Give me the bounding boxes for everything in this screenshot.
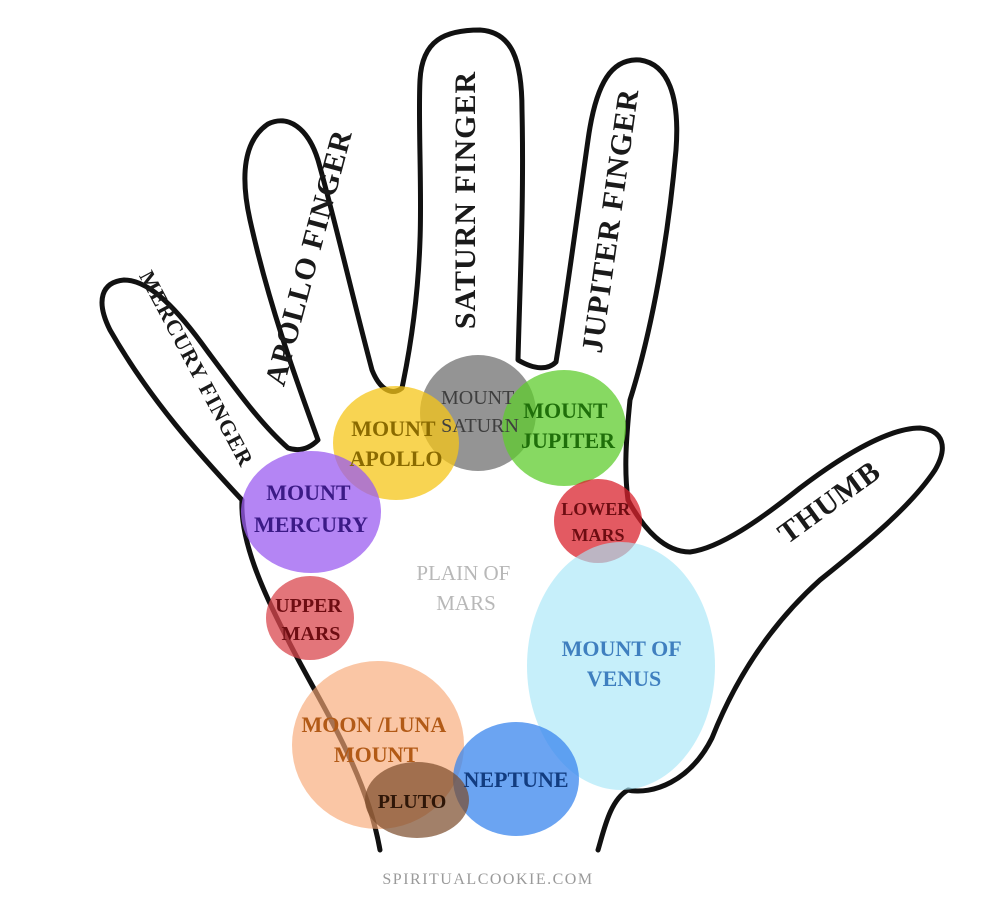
mount-apollo-shape (333, 386, 459, 500)
neptune-label: NEPTUNE (463, 767, 568, 792)
lower-mars-label: LOWER MARS (561, 499, 635, 545)
plain-of-mars-label: PLAIN OF MARS (416, 561, 515, 615)
moon-mount-label: MOON /LUNA MOUNT (301, 712, 450, 767)
mount-apollo-label: MOUNT APOLLO (350, 416, 443, 471)
mount-jupiter-shape (502, 370, 626, 486)
mount-mercury-label: MOUNT MERCURY (254, 480, 368, 537)
mount-mercury-shape (241, 451, 381, 573)
lower-mars-shape (554, 479, 642, 563)
saturn-finger-label: SATURN FINGER (449, 71, 482, 329)
pluto-label: PLUTO (378, 791, 447, 813)
mount-venus-label: MOUNT OF VENUS (562, 636, 687, 691)
upper-mars-label: UPPER MARS (275, 595, 347, 645)
neptune-shape (453, 722, 579, 836)
pluto-shape (365, 762, 469, 838)
mount-venus-shape (527, 542, 715, 790)
mount-jupiter-label: MOUNT JUPITER (521, 398, 616, 453)
mount-saturn-label: MOUNT SATURN (441, 387, 519, 437)
site-credit: SPIRITUALCOOKIE.COM (382, 871, 593, 888)
upper-mars-shape (266, 576, 354, 660)
